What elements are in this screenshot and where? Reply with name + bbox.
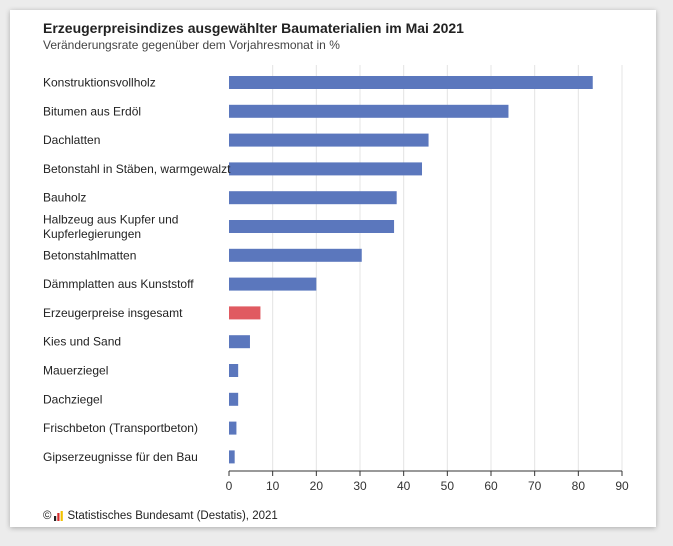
bar [229, 277, 317, 291]
source-text: Statistisches Bundesamt (Destatis), 2021 [67, 510, 278, 522]
category-label: Bauholz [43, 191, 86, 205]
category-label: Bitumen aus Erdöl [43, 104, 141, 118]
bar [229, 162, 423, 176]
category-label: Kies und Sand [43, 335, 121, 349]
x-tick-label: 0 [226, 479, 233, 493]
category-label: Betonstahl in Stäben, warmgewalzt [43, 162, 231, 176]
bar [229, 104, 509, 118]
category-label: Erzeugerpreise insgesamt [43, 306, 183, 320]
x-tick-label: 20 [310, 479, 324, 493]
source-footer: © Statistisches Bundesamt (Destatis), 20… [43, 510, 278, 522]
category-label: Dämmplatten aus Kunststoff [43, 277, 194, 291]
bar [229, 364, 239, 377]
copyright-symbol: © [43, 510, 52, 522]
category-label: Gipserzeugnisse für den Bau [43, 450, 198, 464]
bar [229, 450, 235, 464]
category-label: Betonstahlmatten [43, 248, 136, 262]
category-label: Kupferlegierungen [43, 227, 141, 241]
x-tick-label: 10 [266, 479, 280, 493]
x-tick-label: 30 [353, 479, 367, 493]
category-label: Frischbeton (Transportbeton) [43, 421, 198, 435]
destatis-logo-icon [54, 511, 64, 521]
bar [229, 133, 429, 147]
bar [229, 220, 395, 233]
category-label: Konstruktionsvollholz [43, 76, 156, 90]
category-label: Mauerziegel [43, 364, 108, 378]
bar [229, 392, 239, 406]
category-label: Dachlatten [43, 133, 100, 147]
bar-chart: 0 10 20 30 40 50 60 70 80 90 Konstruktionsvollholz… [43, 65, 629, 493]
x-tick-label: 40 [397, 479, 411, 493]
x-tick-label: 70 [528, 479, 542, 493]
chart-card: Erzeugerpreisindizes ausgewählter Baumat… [10, 10, 656, 527]
x-tick-label: 60 [484, 479, 498, 493]
bar [229, 335, 250, 349]
bar [229, 421, 237, 435]
x-tick-label: 50 [441, 479, 455, 493]
chart-title: Erzeugerpreisindizes ausgewählter Baumat… [43, 20, 464, 36]
x-tick-label: 90 [615, 479, 629, 493]
x-tick-label: 80 [572, 479, 586, 493]
chart-subtitle: Veränderungsrate gegenüber dem Vorjahres… [43, 38, 340, 52]
bar [229, 191, 397, 205]
category-label: Halbzeug aus Kupfer und [43, 212, 178, 226]
bar [229, 248, 362, 262]
bar [229, 76, 593, 89]
category-label: Dachziegel [43, 392, 102, 406]
bar-highlight [229, 306, 261, 320]
